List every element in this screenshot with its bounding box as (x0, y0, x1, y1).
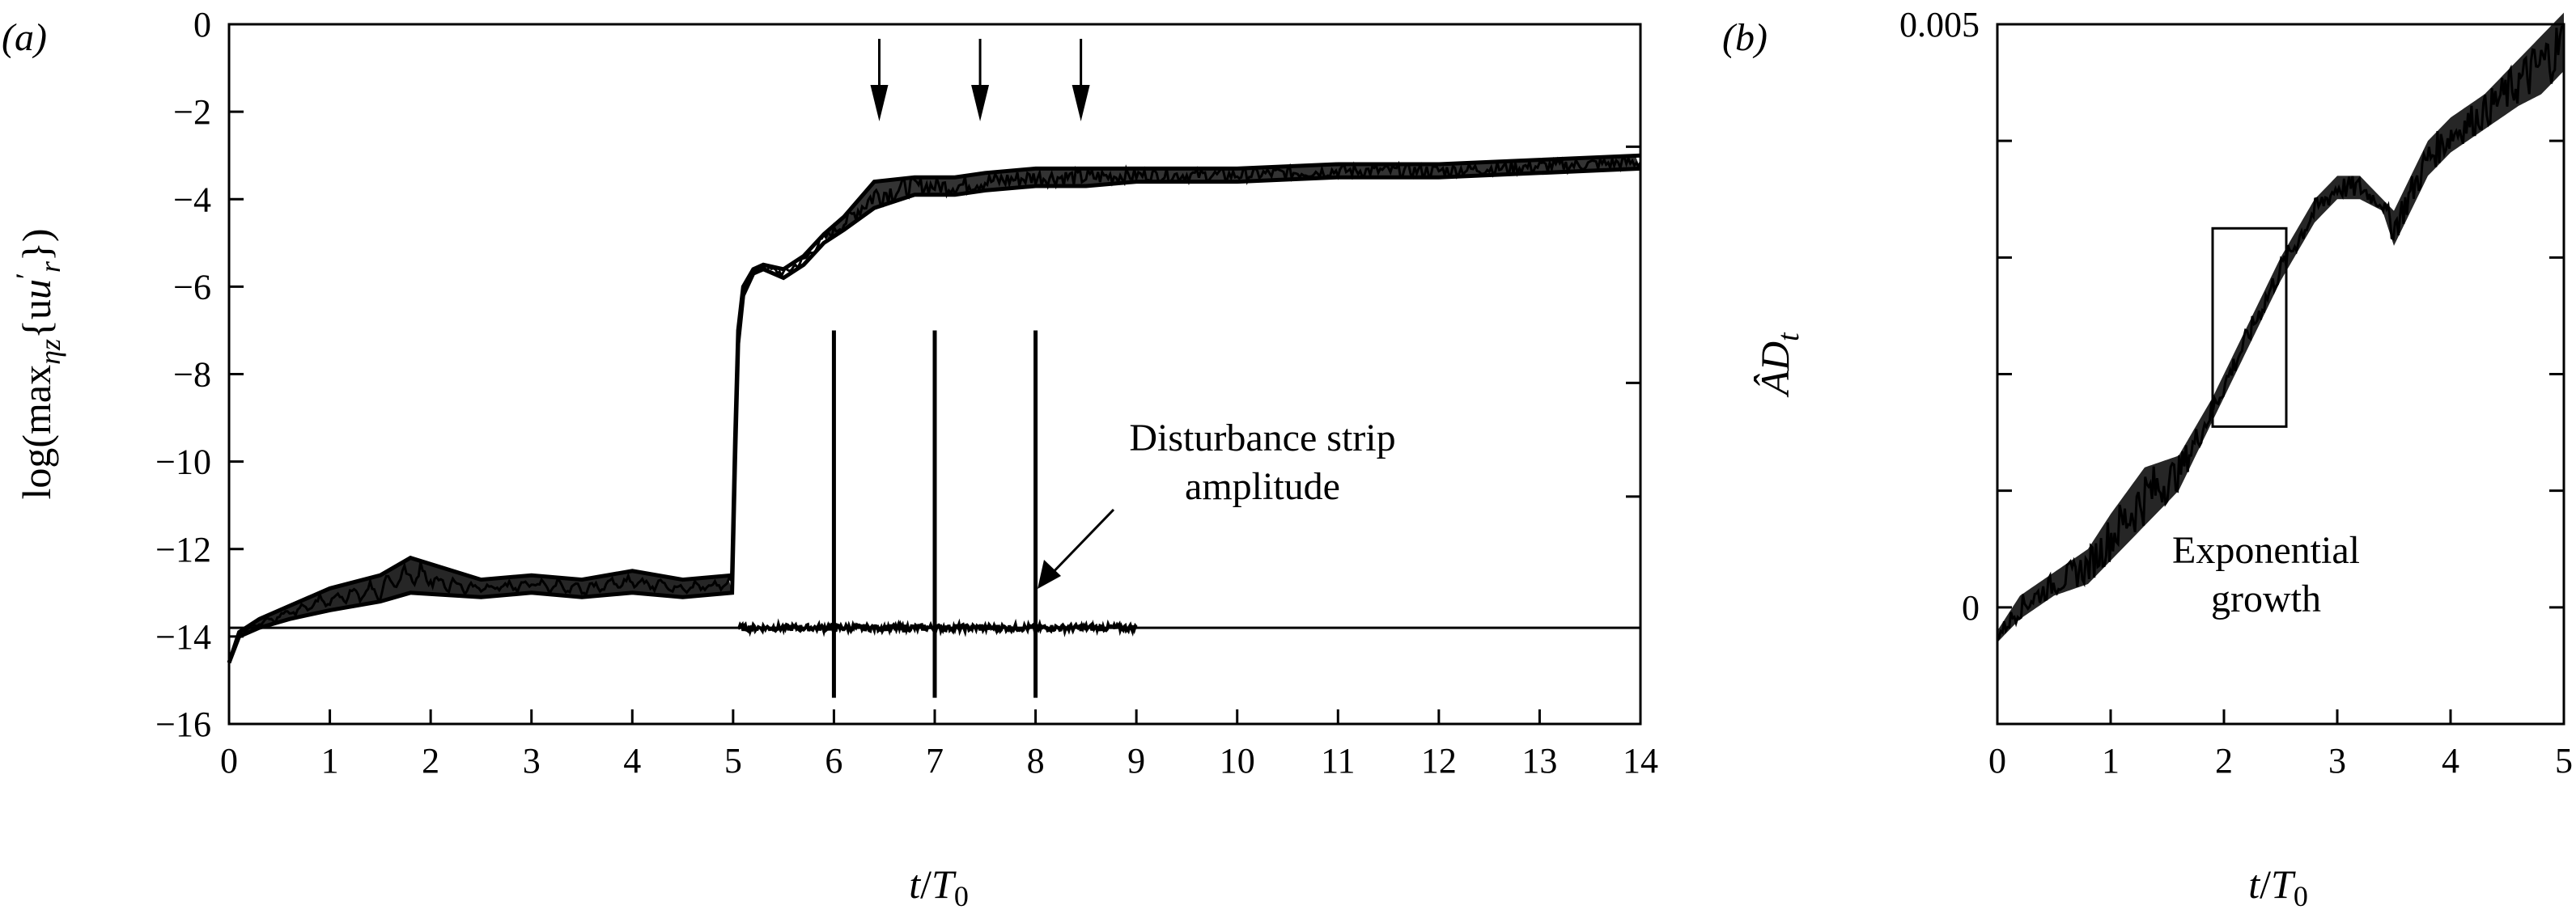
band-fill-early (229, 557, 732, 663)
panel-b-data (1996, 12, 2564, 643)
arrow-head-2 (971, 85, 990, 121)
svg-text:ÂDt: ÂDt (1752, 332, 1806, 398)
x-tick-label-10: 10 (1220, 741, 1255, 781)
x-tick-label-7: 7 (926, 741, 944, 781)
panel-b-xlabel: t/T0 (2248, 861, 2308, 910)
panel-a-xlabel: t/T0 (909, 861, 969, 910)
panel-b-label: (b) (1722, 16, 1768, 59)
x-tick-label-3: 3 (523, 741, 541, 781)
b-x-tick-label-5: 5 (2555, 741, 2573, 781)
panel-a-arrows (870, 39, 1090, 121)
y-tick-label--2: −2 (173, 92, 211, 132)
y-tick-label--6: −6 (173, 267, 211, 307)
arrow-head-1 (870, 85, 889, 121)
y-tick-label--12: −12 (155, 530, 211, 569)
x-tick-label-4: 4 (623, 741, 641, 781)
x-tick-label-2: 2 (422, 741, 439, 781)
x-tick-label-12: 12 (1421, 741, 1457, 781)
y-tick-label--16: −16 (155, 705, 211, 744)
x-tick-label-13: 13 (1521, 741, 1557, 781)
x-tick-label-5: 5 (724, 741, 742, 781)
b-y-tick-label-0: 0 (1962, 588, 1980, 628)
b-x-tick-label-3: 3 (2328, 741, 2346, 781)
panel-b-ticks: 0 1 2 3 4 5 0.005 0 (1899, 5, 2573, 781)
exponential-growth-box (2211, 226, 2288, 428)
b-x-tick-label-0: 0 (1988, 741, 2006, 781)
y-tick-label--4: −4 (173, 180, 211, 219)
svg-text:log(maxηz{uu′r}): log(maxηz{uu′r}) (10, 228, 66, 499)
annotation-exponential: Exponential (2172, 529, 2360, 572)
panel-b: (b) ÂDt t/T0 0 1 2 3 4 5 0.005 0 Exponential gr… (1722, 5, 2573, 910)
y-tick-label--10: −10 (155, 442, 211, 482)
annotation-growth: growth (2211, 578, 2321, 620)
b-x-tick-label-2: 2 (2215, 741, 2233, 781)
arrow-head-3 (1072, 85, 1090, 121)
x-tick-label-9: 9 (1127, 741, 1145, 781)
b-x-tick-label-4: 4 (2442, 741, 2459, 781)
x-tick-label-1: 1 (321, 741, 339, 781)
annotation-arrow (1038, 508, 1115, 589)
b-x-tick-label-1: 1 (2102, 741, 2120, 781)
band-fill-late (823, 155, 1640, 240)
y-tick-label--8: −8 (173, 355, 211, 395)
annotation-disturbance-strip: Disturbance strip (1129, 417, 1395, 459)
panel-a-ticks: 0 1 2 3 4 5 6 7 8 9 10 11 12 13 140−2−4−6−8−10−12−14−1… (155, 5, 1658, 781)
x-tick-label-6: 6 (825, 741, 842, 781)
x-tick-label-0: 0 (220, 741, 238, 781)
b-y-tick-label-0.005: 0.005 (1899, 5, 1980, 44)
y-tick-label--14: −14 (155, 617, 211, 657)
x-tick-label-11: 11 (1321, 741, 1355, 781)
series-AD-t (1996, 25, 2564, 641)
panel-a-data (227, 153, 1642, 698)
panel-a: (a) log(maxηz{uu′r}) t/T0 0 1 2 3 4 5 6 7 8 9 10 11… (2, 5, 1658, 910)
panel-b-ylabel: ÂDt (1752, 332, 1806, 398)
x-tick-label-14: 14 (1623, 741, 1658, 781)
x-tick-label-8: 8 (1027, 741, 1045, 781)
panel-a-label: (a) (2, 16, 47, 59)
y-tick-label-0: 0 (193, 5, 211, 44)
panel-a-ylabel: log(maxηz{uu′r}) (10, 228, 66, 499)
annotation-amplitude: amplitude (1185, 465, 1340, 508)
series-disturbance-strip (737, 618, 1138, 637)
